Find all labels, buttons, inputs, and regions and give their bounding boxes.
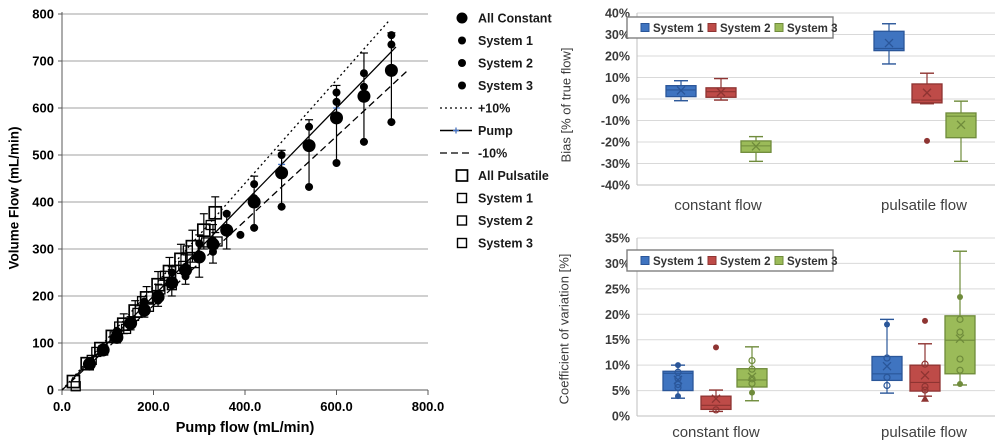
svg-text:40%: 40% xyxy=(605,7,630,21)
svg-text:25%: 25% xyxy=(605,282,630,296)
svg-text:System 1: System 1 xyxy=(653,23,704,35)
svg-text:300: 300 xyxy=(32,242,54,257)
svg-text:700: 700 xyxy=(32,54,54,69)
cv-y-axis-title: Coefficient of variation [%] xyxy=(556,253,572,405)
svg-text:constant flow: constant flow xyxy=(672,424,760,441)
svg-text:-10%: -10% xyxy=(478,147,507,161)
svg-text:Pump: Pump xyxy=(478,124,513,138)
bias-chart: 40% 30% 20% 10% 0% -10% -20% -30% -40% constant f… xyxy=(601,7,995,214)
svg-text:System 2: System 2 xyxy=(478,214,533,228)
svg-text:pulsatile flow: pulsatile flow xyxy=(881,424,967,441)
bias-chart-wrap: Bias [% of true flow] 40% 30% 20% 10% 0% -10%… xyxy=(555,0,1000,221)
svg-text:35%: 35% xyxy=(605,232,630,246)
svg-text:-10%: -10% xyxy=(601,114,630,128)
svg-text:+10%: +10% xyxy=(478,102,510,116)
svg-text:0%: 0% xyxy=(612,410,630,424)
svg-text:100: 100 xyxy=(32,336,54,351)
svg-text:constant flow: constant flow xyxy=(674,197,762,214)
scatter-y-axis-title: Volume Flow (mL/min) xyxy=(6,126,22,270)
svg-text:600.0: 600.0 xyxy=(320,399,353,414)
svg-text:System 2: System 2 xyxy=(720,23,771,35)
svg-text:200.0: 200.0 xyxy=(137,399,170,414)
svg-text:15%: 15% xyxy=(605,333,630,347)
svg-text:400: 400 xyxy=(32,195,54,210)
scatter-chart: 0 100 200 300 400 500 600 700 800 0.0 200.0 400.0 60… xyxy=(32,7,552,415)
svg-text:800.0: 800.0 xyxy=(412,399,445,414)
svg-text:200: 200 xyxy=(32,289,54,304)
svg-text:-30%: -30% xyxy=(601,157,630,171)
svg-text:500: 500 xyxy=(32,148,54,163)
svg-text:System 1: System 1 xyxy=(478,34,533,48)
svg-text:5%: 5% xyxy=(612,384,630,398)
svg-text:10%: 10% xyxy=(605,359,630,373)
svg-text:System 2: System 2 xyxy=(478,57,533,71)
svg-text:30%: 30% xyxy=(605,257,630,271)
svg-text:-40%: -40% xyxy=(601,179,630,193)
svg-text:System 1: System 1 xyxy=(478,192,533,206)
scatter-panel: Volume Flow (mL/min) 0 100 200 300 400 500 600… xyxy=(6,7,553,437)
bias-y-axis-title: Bias [% of true flow] xyxy=(558,47,574,163)
svg-text:800: 800 xyxy=(32,7,54,22)
svg-text:System 2: System 2 xyxy=(720,256,771,268)
svg-text:System 3: System 3 xyxy=(478,79,533,93)
svg-text:System 3: System 3 xyxy=(787,256,838,268)
svg-text:0%: 0% xyxy=(612,93,630,107)
svg-text:System 3: System 3 xyxy=(478,237,533,251)
svg-text:All Constant: All Constant xyxy=(478,12,552,26)
svg-text:20%: 20% xyxy=(605,308,630,322)
cv-chart-wrap: Coefficient of variation [%] 35% 30% 25% 20… xyxy=(555,221,1000,442)
svg-text:-20%: -20% xyxy=(601,136,630,150)
svg-text:System 3: System 3 xyxy=(787,23,838,35)
svg-text:0: 0 xyxy=(47,383,54,398)
boxplot-panel: Bias [% of true flow] 40% 30% 20% 10% 0% -10%… xyxy=(555,0,1000,442)
svg-text:20%: 20% xyxy=(605,50,630,64)
svg-text:400.0: 400.0 xyxy=(229,399,262,414)
svg-text:System 1: System 1 xyxy=(653,256,704,268)
svg-text:600: 600 xyxy=(32,101,54,116)
svg-text:pulsatile flow: pulsatile flow xyxy=(881,197,967,214)
cv-chart: 35% 30% 25% 20% 15% 10% 5% 0% constant flow pulsa… xyxy=(605,232,995,441)
svg-text:0.0: 0.0 xyxy=(53,399,71,414)
svg-text:All Pulsatile: All Pulsatile xyxy=(478,169,549,183)
svg-text:30%: 30% xyxy=(605,28,630,42)
scatter-x-axis-title: Pump flow (mL/min) xyxy=(175,420,315,436)
svg-text:10%: 10% xyxy=(605,71,630,85)
